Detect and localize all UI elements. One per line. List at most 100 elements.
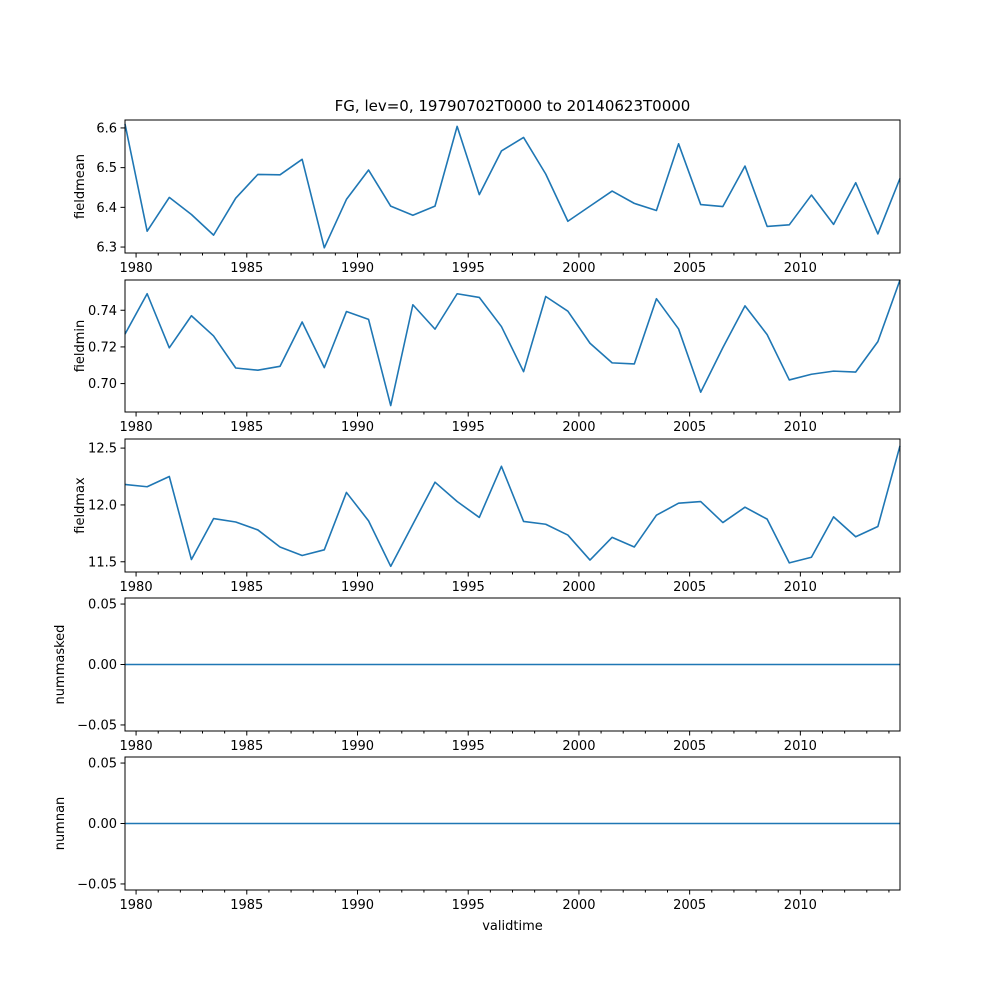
data-point-nummasked-27	[722, 664, 724, 666]
x-tick-label-fieldmin-2: 1990	[341, 420, 374, 435]
data-point-fieldmax-1	[146, 486, 148, 488]
data-point-fieldmean-1	[146, 230, 148, 232]
y-tick-label-nummasked-0: −0.05	[77, 718, 117, 733]
data-point-fieldmin-29	[766, 334, 768, 336]
data-point-fieldmin-22	[611, 362, 613, 364]
data-point-fieldmean-18	[523, 137, 525, 139]
data-point-fieldmax-3	[191, 559, 193, 561]
y-tick-label-nummasked-2: 0.05	[88, 598, 117, 613]
y-axis-label-nummasked: nummasked	[53, 625, 68, 705]
data-point-nummasked-21	[589, 664, 591, 666]
x-tick-label-nummasked-4: 2000	[562, 739, 595, 754]
x-tick-label-fieldmean-6: 2010	[784, 261, 817, 276]
data-point-fieldmin-27	[722, 347, 724, 349]
data-point-fieldmean-28	[744, 165, 746, 167]
data-point-fieldmin-24	[656, 298, 658, 300]
data-point-numnan-23	[633, 823, 635, 825]
data-point-fieldmax-30	[788, 562, 790, 564]
data-point-fieldmin-10	[346, 311, 348, 313]
data-point-numnan-21	[589, 823, 591, 825]
data-point-fieldmax-26	[700, 501, 702, 503]
axes-frame-fieldmin	[124, 279, 901, 413]
data-point-nummasked-22	[611, 664, 613, 666]
data-point-fieldmax-25	[678, 502, 680, 504]
data-point-numnan-31	[811, 823, 813, 825]
data-point-fieldmean-17	[501, 150, 503, 152]
y-tick-label-fieldmin-2: 0.74	[88, 304, 117, 319]
x-tick-label-numnan-6: 2010	[784, 898, 817, 913]
data-point-nummasked-17	[501, 664, 503, 666]
data-point-nummasked-1	[146, 664, 148, 666]
data-point-fieldmin-13	[412, 304, 414, 306]
x-tick-label-numnan-1: 1985	[230, 898, 263, 913]
data-point-fieldmean-4	[213, 234, 215, 236]
data-point-numnan-7	[279, 823, 281, 825]
series-line-fieldmean	[124, 123, 901, 249]
data-point-fieldmean-7	[279, 174, 281, 176]
x-tick-label-fieldmean-1: 1985	[230, 261, 263, 276]
data-point-nummasked-33	[855, 664, 857, 666]
data-point-fieldmax-17	[501, 465, 503, 467]
data-point-numnan-24	[656, 823, 658, 825]
series-line-fieldmax	[124, 445, 901, 568]
data-point-numnan-1	[146, 823, 148, 825]
data-point-fieldmean-3	[191, 214, 193, 216]
data-point-fieldmax-19	[545, 523, 547, 525]
y-tick-label-numnan-1: 0.00	[88, 817, 117, 832]
data-point-fieldmin-33	[855, 371, 857, 373]
panel-nummasked: 1980 1985 1990 1995 2000 2005 2010 −0.05 0.00 0.0…	[53, 597, 901, 754]
data-point-fieldmin-2	[168, 347, 170, 349]
x-tick-label-fieldmax-5: 2005	[673, 580, 706, 595]
data-point-fieldmin-14	[434, 328, 436, 330]
data-point-fieldmin-8	[301, 321, 303, 323]
data-point-fieldmin-5	[235, 367, 237, 369]
data-point-numnan-9	[323, 823, 325, 825]
data-point-fieldmin-26	[700, 391, 702, 393]
data-point-fieldmax-18	[523, 521, 525, 523]
data-point-numnan-32	[833, 823, 835, 825]
y-tick-label-fieldmin-0: 0.70	[88, 377, 117, 392]
data-point-nummasked-19	[545, 664, 547, 666]
data-point-nummasked-2	[168, 664, 170, 666]
data-point-numnan-20	[567, 823, 569, 825]
data-point-fieldmean-33	[855, 182, 857, 184]
data-point-nummasked-14	[434, 664, 436, 666]
data-point-fieldmean-27	[722, 206, 724, 208]
data-point-nummasked-8	[301, 664, 303, 666]
x-tick-label-numnan-0: 1980	[120, 898, 153, 913]
data-point-fieldmin-3	[191, 315, 193, 317]
data-point-fieldmin-28	[744, 305, 746, 307]
x-tick-label-nummasked-5: 2005	[673, 739, 706, 754]
data-point-fieldmean-5	[235, 197, 237, 199]
data-point-fieldmax-9	[323, 549, 325, 551]
data-point-numnan-3	[191, 823, 193, 825]
data-point-numnan-25	[678, 823, 680, 825]
data-point-fieldmean-19	[545, 173, 547, 175]
data-point-fieldmax-16	[478, 517, 480, 519]
data-point-nummasked-26	[700, 664, 702, 666]
data-point-nummasked-9	[323, 664, 325, 666]
x-tick-label-nummasked-6: 2010	[784, 739, 817, 754]
data-point-numnan-28	[744, 823, 746, 825]
data-point-fieldmean-9	[323, 247, 325, 249]
data-point-nummasked-15	[456, 664, 458, 666]
data-point-fieldmin-32	[833, 370, 835, 372]
data-point-numnan-4	[213, 823, 215, 825]
data-point-fieldmax-2	[168, 476, 170, 478]
data-point-fieldmean-34	[877, 233, 879, 235]
data-point-fieldmax-12	[390, 566, 392, 568]
data-point-fieldmean-2	[168, 197, 170, 199]
data-point-nummasked-32	[833, 664, 835, 666]
data-point-fieldmin-30	[788, 379, 790, 381]
data-point-nummasked-24	[656, 664, 658, 666]
x-tick-label-nummasked-0: 1980	[120, 739, 153, 754]
data-point-fieldmax-15	[456, 501, 458, 503]
data-point-fieldmax-34	[877, 526, 879, 528]
data-point-numnan-2	[168, 823, 170, 825]
data-point-fieldmin-17	[501, 326, 503, 328]
data-point-fieldmin-34	[877, 341, 879, 343]
chart-title: FG, lev=0, 19790702T0000 to 20140623T000…	[335, 97, 691, 115]
data-point-numnan-11	[368, 823, 370, 825]
data-point-fieldmin-4	[213, 335, 215, 337]
data-point-fieldmean-26	[700, 204, 702, 206]
